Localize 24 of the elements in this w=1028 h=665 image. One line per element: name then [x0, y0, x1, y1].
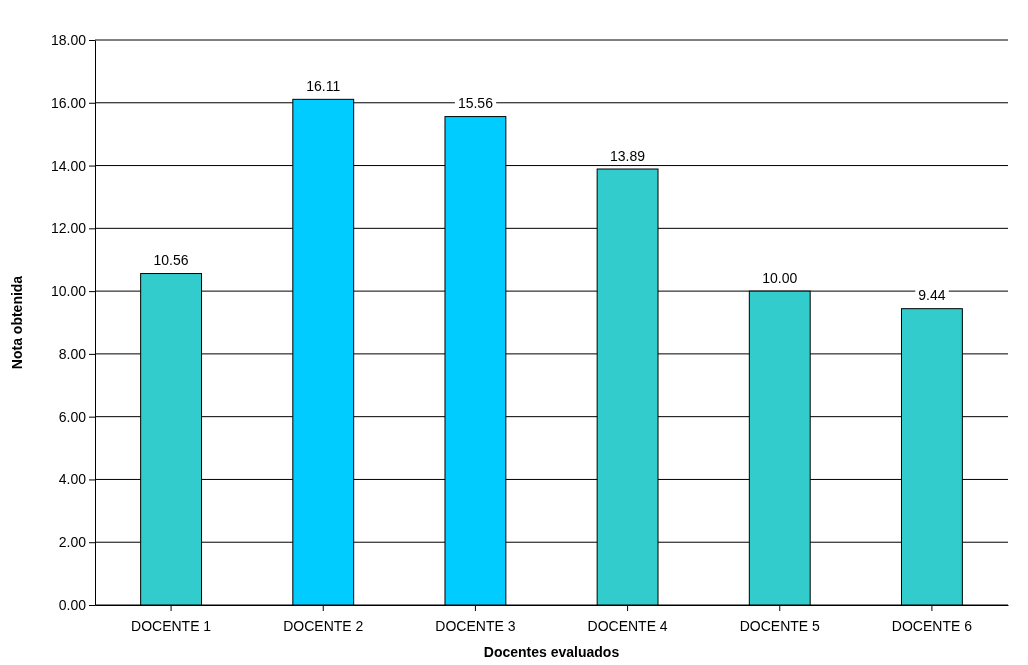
y-tick-label: 2.00 [58, 534, 87, 551]
x-tick-label: DOCENTE 2 [283, 617, 364, 634]
y-tick-label: 8.00 [58, 345, 87, 362]
data-label: 15.56 [457, 95, 494, 112]
x-axis-title: Docentes evaluados [483, 644, 620, 660]
y-tick-label: 0.00 [58, 596, 87, 613]
y-tick-label: 14.00 [50, 157, 87, 174]
y-tick-label: 10.00 [50, 283, 87, 300]
y-tick-label: 12.00 [50, 220, 87, 237]
x-tick-label: DOCENTE 1 [131, 617, 212, 634]
y-tick-label: 4.00 [58, 471, 87, 488]
x-tick-label: DOCENTE 6 [891, 617, 973, 634]
x-tick-label: DOCENTE 4 [587, 617, 668, 634]
y-tick-label: 16.00 [50, 94, 87, 111]
data-label: 10.00 [762, 269, 798, 286]
data-label: 13.89 [610, 147, 646, 164]
y-tick-label: 18.00 [50, 31, 87, 48]
y-axis-title: Nota obtenida [9, 275, 25, 370]
x-tick-label: DOCENTE 3 [435, 617, 516, 634]
data-label: 16.11 [306, 78, 341, 95]
x-tick-label: DOCENTE 5 [739, 617, 821, 634]
data-label: 10.56 [153, 252, 189, 269]
data-label: 9.44 [918, 287, 946, 304]
y-tick-label: 6.00 [58, 408, 87, 425]
